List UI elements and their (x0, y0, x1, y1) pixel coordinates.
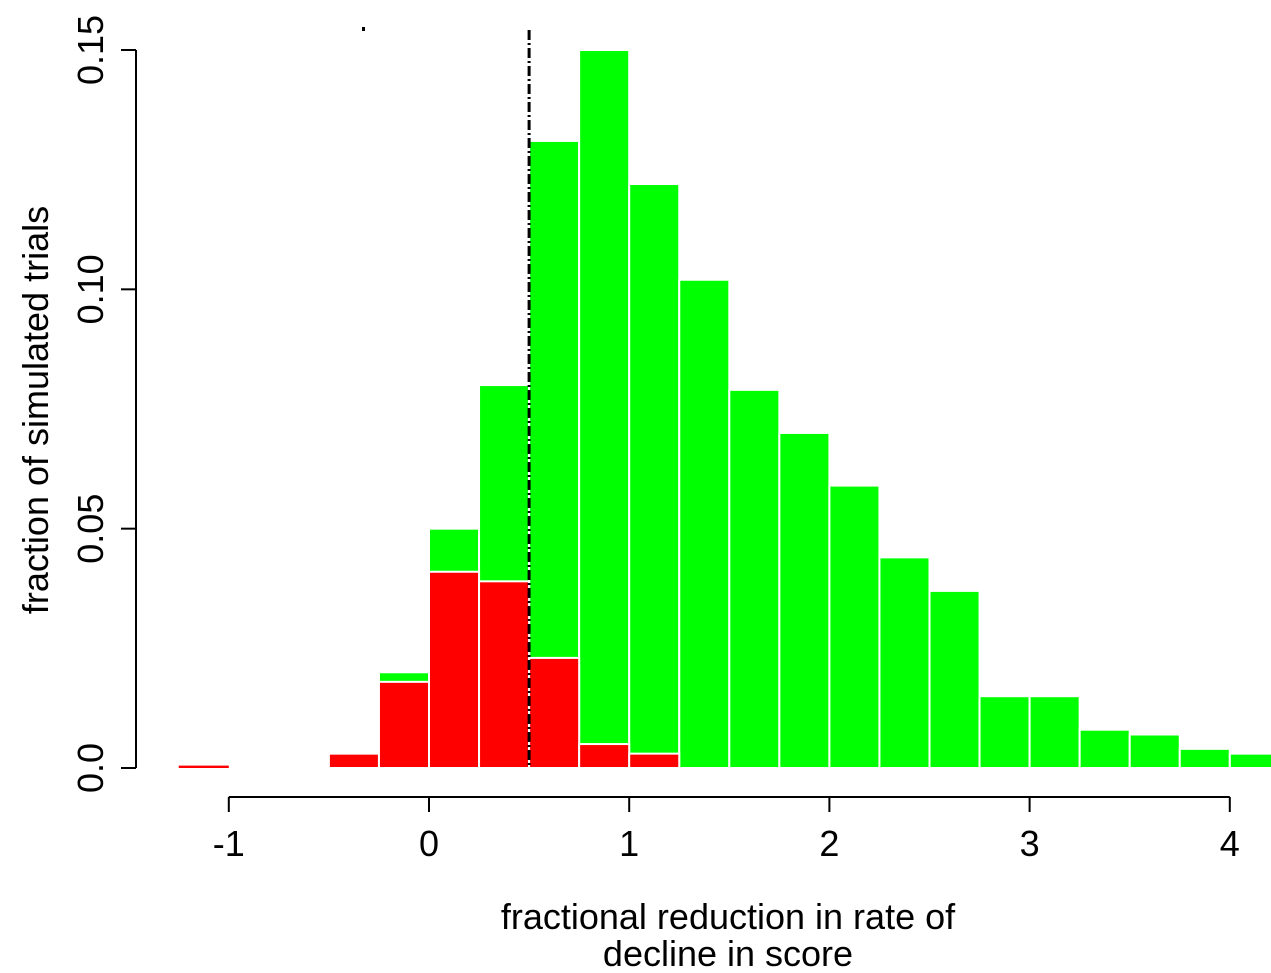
green-bar (1228, 752, 1271, 769)
y-axis-title: fraction of simulated trials (15, 206, 56, 614)
x-tick-label: 0 (419, 823, 439, 864)
green-bar (978, 695, 1031, 770)
x-tick-label: -1 (213, 823, 245, 864)
y-tick-label: 0.15 (70, 15, 111, 85)
x-tick-label: 4 (1220, 823, 1240, 864)
red-bar (528, 656, 581, 769)
green-bar (928, 589, 981, 769)
red-bar (428, 570, 481, 769)
x-axis-title-line-1: fractional reduction in rate of (501, 896, 956, 937)
red-bar (478, 580, 531, 770)
green-bar (828, 484, 881, 769)
red-series-bars (178, 570, 681, 770)
red-bar (327, 752, 380, 769)
green-bar (778, 431, 831, 769)
small-mark (362, 27, 365, 31)
x-tick-label: 2 (819, 823, 839, 864)
green-bar (628, 183, 681, 770)
x-tick-label: 1 (619, 823, 639, 864)
green-bar (1078, 728, 1131, 770)
x-axis: -1 0 1 2 3 4 (213, 796, 1240, 864)
y-tick-label: 0.0 (70, 743, 111, 793)
y-tick-label: 0.10 (70, 254, 111, 324)
green-bar (578, 48, 631, 770)
x-tick-label: 3 (1020, 823, 1040, 864)
red-bar (377, 680, 431, 770)
x-axis-title-line-2: decline in score (603, 933, 853, 973)
red-bar (178, 765, 229, 768)
green-bar (1178, 747, 1231, 770)
green-bar (728, 388, 781, 769)
y-axis: 0.0 0.05 0.10 0.15 (70, 15, 137, 793)
green-bar (1128, 733, 1181, 770)
red-bar (578, 743, 631, 770)
green-bar (1028, 695, 1081, 770)
red-bar (628, 752, 681, 769)
green-bar (878, 556, 931, 769)
reference-line-group (362, 27, 531, 768)
y-tick-label: 0.05 (70, 494, 111, 564)
green-bar (678, 278, 731, 769)
